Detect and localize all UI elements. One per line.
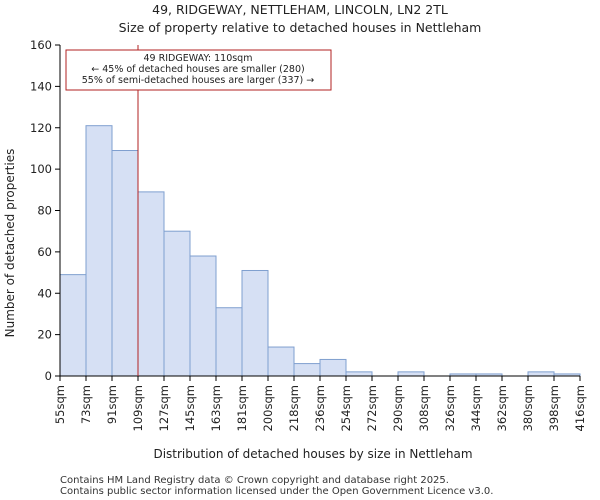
y-tick-label: 40 — [37, 286, 52, 300]
x-tick-label: 163sqm — [209, 385, 223, 431]
y-tick-label: 160 — [30, 38, 52, 52]
x-axis-label: Distribution of detached houses by size … — [153, 447, 472, 461]
x-tick-label: 109sqm — [131, 385, 145, 431]
x-tick-label: 344sqm — [469, 385, 483, 431]
annotation-line-1: 49 RIDGEWAY: 110sqm — [144, 53, 253, 64]
x-tick-label: 272sqm — [365, 385, 379, 431]
histogram-bar — [319, 358, 347, 377]
annotation-line-2: ← 45% of detached houses are smaller (28… — [91, 64, 304, 75]
y-tick-label: 120 — [30, 121, 52, 135]
histogram-bar — [59, 274, 87, 377]
chart-title: 49, RIDGEWAY, NETTLEHAM, LINCOLN, LN2 2T… — [152, 2, 448, 17]
histogram-bar — [345, 371, 373, 377]
histogram-bar — [85, 125, 113, 377]
x-tick-label: 181sqm — [235, 385, 249, 431]
y-tick-label: 0 — [45, 369, 52, 383]
x-tick-label: 362sqm — [495, 385, 509, 431]
histogram-bar — [215, 307, 243, 377]
y-tick-label: 100 — [30, 162, 52, 176]
x-tick-label: 91sqm — [105, 385, 119, 424]
histogram-bar — [163, 230, 191, 377]
x-tick-label: 73sqm — [79, 385, 93, 424]
y-tick-label: 140 — [30, 79, 52, 93]
y-axis-label: Number of detached properties — [3, 149, 17, 338]
chart-subtitle: Size of property relative to detached ho… — [119, 20, 482, 35]
histogram-bar — [241, 269, 269, 377]
x-tick-label: 200sqm — [261, 385, 275, 431]
y-tick-label: 60 — [37, 245, 52, 259]
x-tick-label: 145sqm — [183, 385, 197, 431]
x-tick-label: 254sqm — [339, 385, 353, 431]
x-tick-label: 308sqm — [417, 385, 431, 431]
x-tick-label: 326sqm — [443, 385, 457, 431]
x-tick-label: 127sqm — [157, 385, 171, 431]
x-tick-label: 416sqm — [573, 385, 587, 431]
histogram-bar — [137, 191, 165, 377]
annotation-box — [65, 49, 332, 91]
x-tick-label: 218sqm — [287, 385, 301, 431]
x-tick-label: 236sqm — [313, 385, 327, 431]
histogram-bar — [527, 371, 555, 377]
y-tick-label: 80 — [37, 204, 52, 218]
histogram-bar — [267, 346, 295, 377]
histogram-bar — [293, 363, 321, 377]
footer-line-2: Contains public sector information licen… — [60, 486, 493, 497]
x-tick-label: 380sqm — [521, 385, 535, 431]
x-tick-label: 55sqm — [53, 385, 67, 424]
x-tick-label: 290sqm — [391, 385, 405, 431]
annotation-line-3: 55% of semi-detached houses are larger (… — [82, 75, 315, 86]
x-tick-label: 398sqm — [547, 385, 561, 431]
histogram-bar — [111, 150, 139, 377]
plot-area: 0 20 40 60 80 100 120 140 160 55sqm 73sqm 91sqm 109s… — [30, 38, 587, 431]
histogram-bar — [189, 255, 217, 377]
y-tick-label: 20 — [37, 328, 52, 342]
histogram-bar — [397, 371, 425, 377]
footer-line-1: Contains HM Land Registry data © Crown c… — [60, 475, 449, 486]
